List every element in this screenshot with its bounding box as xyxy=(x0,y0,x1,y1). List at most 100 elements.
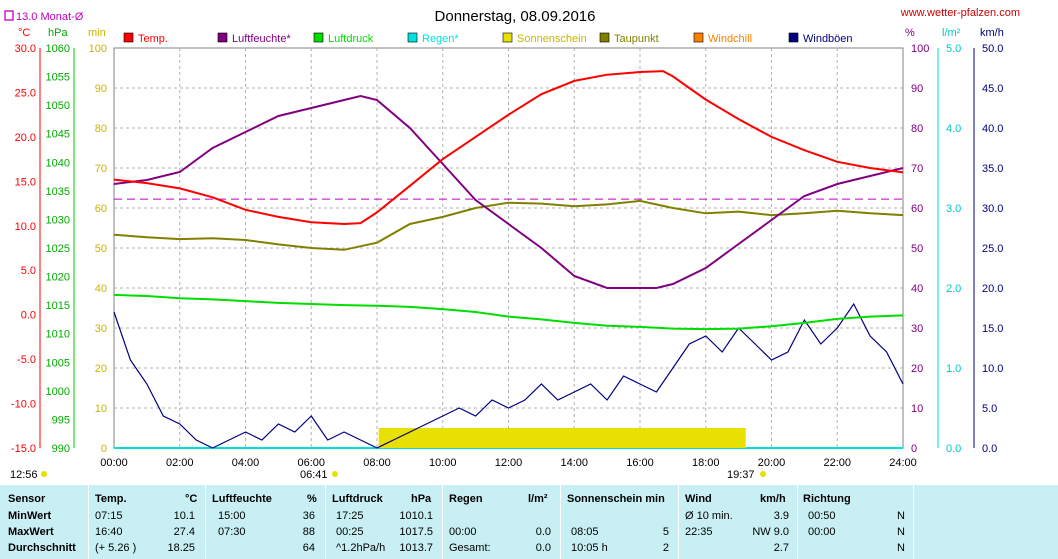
sunshine-bar xyxy=(557,428,575,448)
stats-cell-w-val: 3.9 xyxy=(773,510,789,522)
sunshine-bar xyxy=(492,428,510,448)
header-temp-unit: °C xyxy=(185,493,198,505)
humidity-tick-label: 80 xyxy=(911,123,923,135)
legend-label: Sonnenschein xyxy=(517,33,587,45)
header-sunshine: Sonnenschein min xyxy=(567,493,665,505)
sunshine-tick-label: 80 xyxy=(95,123,107,135)
sunshine-bar xyxy=(590,428,608,448)
temp-unit: °C xyxy=(18,27,30,39)
divider xyxy=(560,485,561,559)
pressure-tick-label: 1040 xyxy=(46,157,70,169)
header-wind: Wind xyxy=(685,493,712,505)
humidity-tick-label: 100 xyxy=(911,43,929,55)
x-tick-label: 22:00 xyxy=(823,457,851,469)
sunrise-sun-icon xyxy=(332,471,338,477)
stats-cell-t-val: 10.1 xyxy=(173,510,195,522)
stats-cell-p-time: 00:25 xyxy=(336,526,364,538)
pressure-tick-label: 1005 xyxy=(46,357,70,369)
pressure-tick-label: 1015 xyxy=(46,300,70,312)
header-sensor: Sensor xyxy=(8,493,46,505)
stats-cell-label: MaxWert xyxy=(8,526,54,538)
header-humidity: Luftfeuchte xyxy=(212,493,272,505)
temp-tick-label: -15.0 xyxy=(11,443,36,455)
sunshine-bar xyxy=(656,428,674,448)
header-temp: Temp. xyxy=(95,493,127,505)
legend-swatch xyxy=(693,32,704,43)
stats-cell-t-time: (+ 5.26 ) xyxy=(95,542,137,554)
sunshine-tick-label: 90 xyxy=(95,83,107,95)
series xyxy=(113,70,904,449)
divider xyxy=(913,485,914,559)
divider xyxy=(325,485,326,559)
humidity-unit: % xyxy=(905,27,915,39)
legend-swatch xyxy=(502,32,513,43)
month-avg-icon xyxy=(4,10,14,21)
x-tick-label: 02:00 xyxy=(166,457,194,469)
x-tick-label: 16:00 xyxy=(626,457,654,469)
website-label: www.wetter-pfalzen.com xyxy=(900,7,1020,19)
pressure-unit: hPa xyxy=(48,27,68,39)
wind-tick-label: 35.0 xyxy=(982,163,1003,175)
stats-cell-s-val: 2 xyxy=(662,542,669,554)
legend-label: Luftdruck xyxy=(328,33,374,45)
x-tick-label: 04:00 xyxy=(232,457,260,469)
wind-tick-label: 25.0 xyxy=(982,243,1003,255)
stats-row: MaxWert 16:40 27.4 07:30 88 00:25 1017.5 00:00 0… xyxy=(0,526,1058,542)
sunshine-bar xyxy=(508,428,526,448)
stats-cell-d-val: N xyxy=(897,542,905,554)
sunshine-bar xyxy=(442,428,460,448)
sunshine-tick-label: 30 xyxy=(95,323,107,335)
stats-cell-d-time: 00:00 xyxy=(808,526,836,538)
stats-cell-p-time: ^1.2hPa/h xyxy=(336,542,386,554)
divider xyxy=(678,485,679,559)
sunshine-tick-label: 100 xyxy=(89,43,107,55)
pressure-tick-label: 990 xyxy=(52,443,70,455)
plot-area xyxy=(113,47,904,449)
humidity-tick-label: 30 xyxy=(911,323,923,335)
sunshine-bar xyxy=(378,428,396,448)
month-avg-label: 13.0 Monat-Ø xyxy=(16,11,84,23)
sunshine-tick-label: 60 xyxy=(95,203,107,215)
axes: 30.0 25.0 20.0 15.0 10.0 5.0 0.0 -5.0 -10.0 -15.0… xyxy=(11,43,1004,455)
temp-tick-label: 20.0 xyxy=(15,132,36,144)
wind-unit: km/h xyxy=(980,27,1004,39)
wind-tick-label: 30.0 xyxy=(982,203,1003,215)
header-rain-unit: l/m² xyxy=(528,493,548,505)
divider xyxy=(88,485,89,559)
stats-header-row: Sensor Temp. °C Luftfeuchte % Luftdruck … xyxy=(0,493,1058,509)
rain-tick-label: 1.0 xyxy=(946,363,961,375)
stats-cell-t-val: 18.25 xyxy=(167,542,195,554)
series-line-luftdruck xyxy=(113,293,904,331)
legend-label: Regen* xyxy=(422,33,459,45)
moon-icon xyxy=(41,471,47,477)
wind-tick-label: 10.0 xyxy=(982,363,1003,375)
stats-cell-r-time: 00:00 xyxy=(449,526,477,538)
sunshine-tick-label: 10 xyxy=(95,403,107,415)
rain-tick-label: 5.0 xyxy=(946,43,961,55)
legend: Temp. Luftfeuchte* Luftdruck Regen* Sonnensc… xyxy=(123,32,853,45)
header-direction: Richtung xyxy=(803,493,851,505)
series-line-windböen xyxy=(113,302,904,449)
wind-tick-label: 40.0 xyxy=(982,123,1003,135)
divider xyxy=(442,485,443,559)
wind-tick-label: 15.0 xyxy=(982,323,1003,335)
stats-cell-p-val: 1013.7 xyxy=(399,542,433,554)
stats-cell-p-val: 1017.5 xyxy=(399,526,433,538)
stats-cell-h-time: 15:00 xyxy=(218,510,246,522)
divider xyxy=(797,485,798,559)
stats-cell-w-val: NW 9.0 xyxy=(752,526,789,538)
header-pressure: Luftdruck xyxy=(332,493,383,505)
sunrise-label: 06:41 xyxy=(300,469,328,481)
stats-cell-t-time: 16:40 xyxy=(95,526,123,538)
temp-tick-label: 25.0 xyxy=(15,87,36,99)
series-line-luftfeuchte xyxy=(113,94,904,289)
sunshine-tick-label: 20 xyxy=(95,363,107,375)
legend-swatch xyxy=(313,32,324,43)
pressure-tick-label: 1030 xyxy=(46,214,70,226)
wind-tick-label: 5.0 xyxy=(982,403,997,415)
sunset-sun-icon xyxy=(760,471,766,477)
humidity-tick-label: 50 xyxy=(911,243,923,255)
stats-cell-r-time: Gesamt: xyxy=(449,542,491,554)
header-pressure-unit: hPa xyxy=(411,493,432,505)
stats-cell-w-time: 22:35 xyxy=(685,526,713,538)
